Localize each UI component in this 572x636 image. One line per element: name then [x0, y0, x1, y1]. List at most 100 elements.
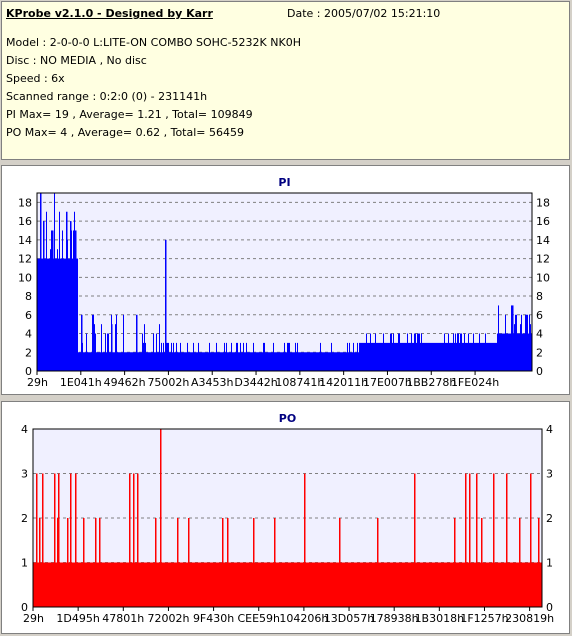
pi-summary-line: PI Max= 19 , Average= 1.21 , Total= 1098… [6, 108, 253, 121]
pi-bar [156, 333, 157, 371]
pi-bar [527, 314, 528, 371]
pi-bar [201, 352, 202, 371]
pi-bar [405, 342, 406, 371]
pi-bar [264, 342, 265, 371]
pi-bar [323, 352, 324, 371]
pi-bar [395, 342, 396, 371]
pi-bar [492, 342, 493, 371]
pi-xtick-label: 29h [27, 376, 48, 389]
pi-bar [97, 352, 98, 371]
pi-bar [288, 342, 289, 371]
pi-bar [148, 352, 149, 371]
pi-bar [217, 352, 218, 371]
pi-bar [163, 342, 164, 371]
pi-bar [147, 352, 148, 371]
pi-bar [215, 352, 216, 371]
pi-bar [165, 239, 167, 371]
pi-bar [202, 352, 203, 371]
pi-bar [232, 352, 233, 371]
pi-bar [355, 352, 356, 371]
po-bar [58, 473, 60, 607]
pi-bar [66, 211, 68, 371]
pi-bar [222, 352, 223, 371]
pi-xtick-label: A3453h [191, 376, 234, 389]
pi-ytick-label-left: 18 [18, 196, 32, 209]
po-bar [519, 518, 521, 607]
pi-bar [402, 342, 403, 371]
pi-ytick-label-left: 0 [25, 365, 32, 378]
po-bar [530, 473, 532, 607]
pi-bar [59, 211, 60, 371]
pi-bar [176, 342, 177, 371]
pi-bar [488, 342, 489, 371]
pi-bar [142, 333, 143, 371]
pi-bar [348, 352, 349, 371]
pi-xtick-label: 49462h [104, 376, 146, 389]
pi-bar [390, 333, 391, 371]
pi-bar [504, 333, 505, 371]
pi-bar [401, 342, 402, 371]
pi-bar [341, 352, 342, 371]
pi-bar [243, 342, 244, 371]
pi-bar [472, 342, 473, 371]
pi-bar [134, 352, 135, 371]
pi-bar [458, 333, 459, 371]
pi-bar [461, 333, 462, 371]
pi-bar [122, 352, 123, 371]
pi-bar [319, 352, 320, 371]
pi-bar [399, 333, 400, 371]
pi-bar [56, 258, 57, 371]
pi-bar [503, 333, 504, 371]
pi-bar [452, 342, 453, 371]
pi-bar [331, 342, 332, 371]
pi-bar [485, 333, 486, 371]
pi-bar [412, 342, 413, 371]
pi-bar [178, 352, 179, 371]
pi-bar [487, 342, 488, 371]
pi-bar [356, 352, 357, 371]
pi-bar [324, 352, 325, 371]
pi-bar [106, 352, 107, 371]
pi-bar [387, 342, 388, 371]
pi-bar [397, 342, 398, 371]
pi-ytick-label-right: 18 [536, 196, 550, 209]
pi-bar [433, 342, 434, 371]
po-plot-frame [32, 428, 543, 608]
pi-bar [351, 352, 352, 371]
pi-bar [427, 342, 428, 371]
pi-bar [168, 342, 169, 371]
pi-bar [87, 352, 88, 371]
pi-bar [416, 342, 417, 371]
pi-chart: PI 0 0 2 2 4 4 6 6 8 8 10 10 12 12 14 14 16 16 18 18 29h 1E041… [18, 176, 550, 389]
po-bar [227, 518, 229, 607]
pi-bar [42, 258, 43, 371]
po-baseline-fill [33, 562, 542, 607]
pi-bar [161, 342, 162, 371]
pi-bar [261, 352, 262, 371]
pi-ytick-label-right: 6 [536, 309, 543, 322]
pi-ytick-label-right: 4 [536, 328, 543, 341]
pi-bar [321, 352, 322, 371]
pi-bar [204, 352, 205, 371]
po-xtick-label: 1D495h [56, 612, 99, 625]
pi-bar [86, 333, 87, 371]
pi-bar [72, 258, 73, 371]
pi-ytick-label-left: 6 [25, 309, 32, 322]
pi-bar [350, 352, 351, 371]
pi-bar [184, 352, 185, 371]
pi-bar [55, 258, 56, 371]
pi-bar [102, 352, 103, 371]
pi-bar [253, 342, 254, 371]
pi-bar [299, 352, 300, 371]
pi-bar [426, 342, 427, 371]
pi-xtick-label: 142011h [319, 376, 368, 389]
pi-bar [315, 352, 316, 371]
pi-bar [291, 352, 292, 371]
pi-bar [463, 342, 464, 371]
pi-bar [512, 305, 514, 371]
pi-bar [48, 258, 49, 371]
pi-bar [105, 333, 106, 371]
pi-bar [109, 352, 110, 371]
pi-bar [196, 352, 197, 371]
pi-bar [133, 352, 134, 371]
